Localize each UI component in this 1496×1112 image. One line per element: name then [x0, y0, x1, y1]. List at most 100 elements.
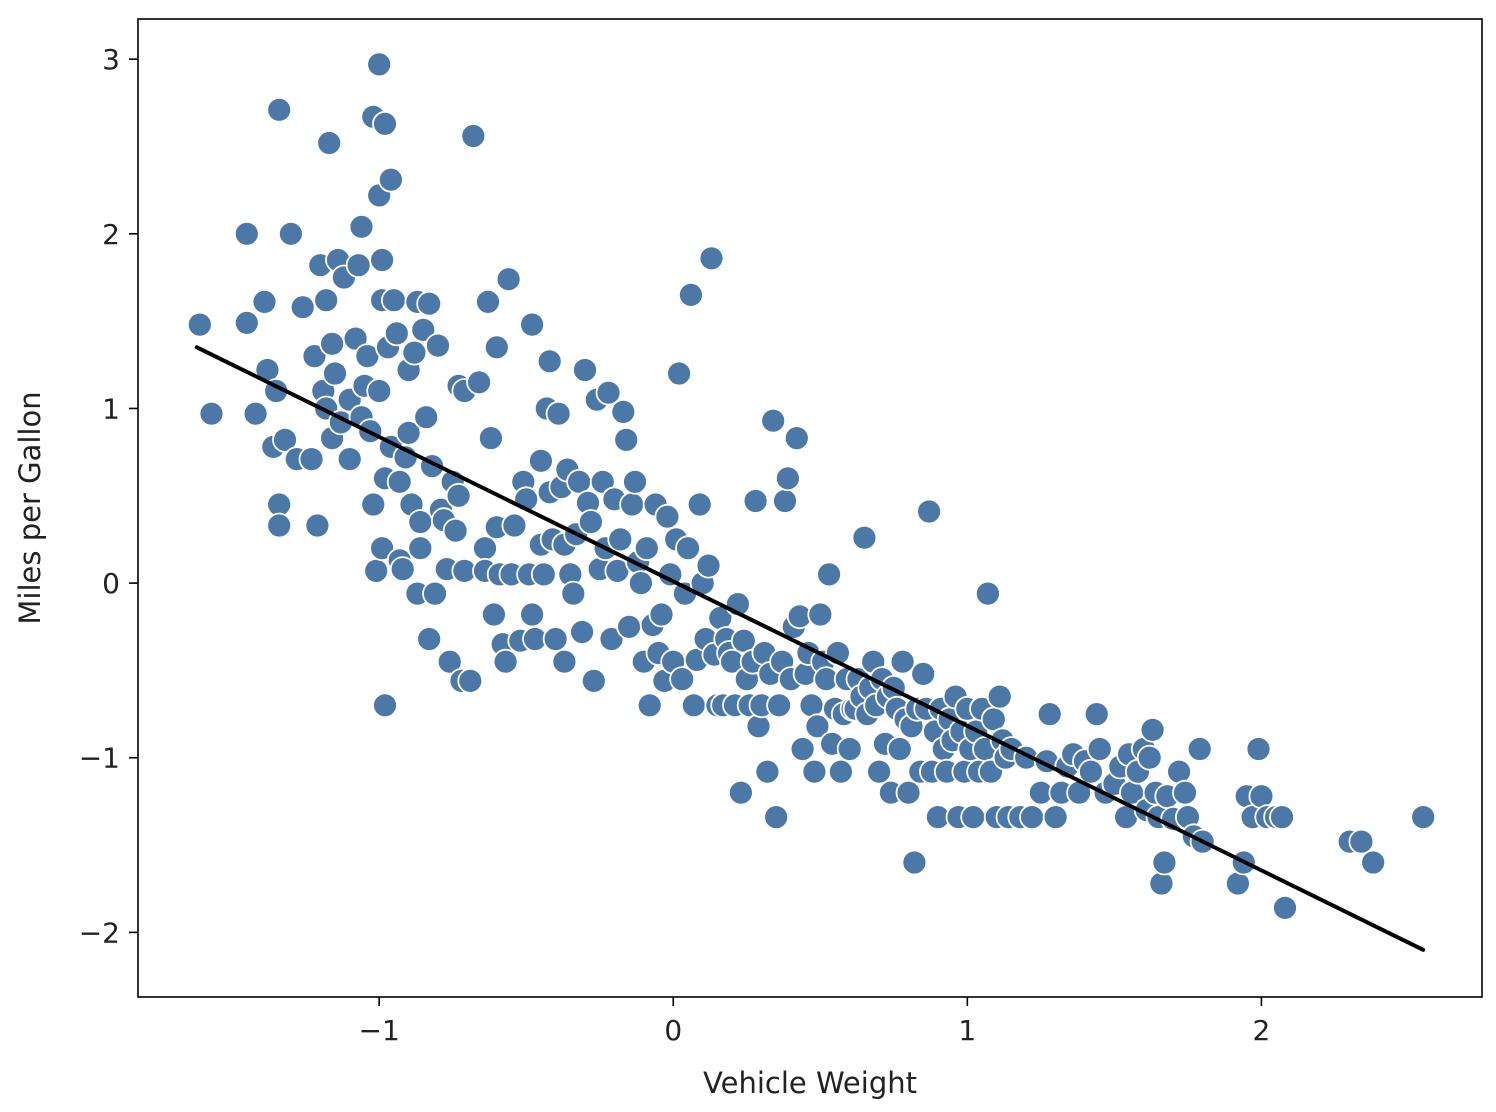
y-tick-label: −2 [79, 916, 120, 949]
data-point [1245, 736, 1272, 762]
data-point [1348, 828, 1375, 855]
y-axis: −2 −1 0 1 2 3 [79, 43, 138, 949]
data-point [610, 398, 637, 425]
data-point [477, 425, 504, 452]
data-point [910, 661, 937, 687]
data-point [1186, 736, 1213, 762]
data-point [745, 713, 772, 740]
data-point [1151, 849, 1178, 876]
data-point [301, 343, 328, 370]
data-point [551, 648, 578, 675]
data-point [807, 601, 834, 628]
data-point [272, 426, 298, 453]
y-tick-label: −1 [79, 742, 120, 775]
data-point [407, 535, 434, 562]
data-point [186, 311, 213, 338]
data-point [304, 512, 331, 539]
data-point [369, 247, 396, 273]
data-point [616, 613, 642, 640]
data-point [772, 488, 798, 514]
data-point [495, 266, 522, 293]
data-point [1172, 779, 1198, 806]
data-point [380, 287, 407, 314]
data-point [501, 512, 528, 539]
data-point [492, 648, 519, 675]
data-point [783, 425, 810, 452]
data-point [654, 503, 681, 530]
data-point [622, 468, 648, 495]
data-point [457, 668, 484, 694]
data-point [377, 166, 404, 193]
data-point [545, 400, 572, 427]
data-point [595, 379, 622, 406]
data-point [619, 491, 645, 518]
y-tick-label: 3 [102, 43, 120, 76]
data-point [401, 339, 428, 366]
data-point [483, 334, 510, 361]
data-point [1036, 701, 1063, 727]
data-point [866, 758, 892, 785]
data-point [528, 447, 554, 474]
plot-frame [137, 18, 1483, 998]
data-point [242, 400, 269, 427]
data-point [313, 287, 340, 314]
data-point [386, 468, 413, 495]
data-point [742, 488, 769, 514]
data-point [389, 556, 416, 582]
data-point [348, 213, 375, 240]
data-point [633, 535, 660, 562]
data-point [436, 648, 463, 675]
data-point [425, 332, 451, 359]
data-point [277, 220, 304, 247]
data-point [198, 400, 225, 427]
data-point [322, 360, 348, 387]
data-point [1019, 804, 1045, 830]
data-point [416, 290, 443, 317]
data-point [413, 404, 440, 431]
data-point [828, 758, 854, 785]
data-point [1139, 716, 1166, 743]
data-point [251, 288, 278, 315]
data-point [636, 692, 663, 719]
data-point [542, 626, 569, 652]
data-point [383, 320, 410, 347]
data-point [1272, 895, 1298, 921]
data-point [895, 779, 922, 806]
data-point [598, 626, 625, 652]
data-point [410, 316, 437, 343]
data-point [960, 804, 987, 830]
data-point [889, 648, 916, 675]
data-point [442, 517, 469, 544]
data-point [816, 561, 842, 588]
data-point [628, 570, 654, 596]
data-point [901, 849, 928, 876]
data-point [372, 110, 398, 137]
data-point [607, 526, 634, 553]
data-point [1083, 701, 1110, 727]
data-point [1078, 758, 1104, 785]
data-point [422, 580, 448, 607]
data-point [836, 736, 863, 762]
x-axis-label: Vehicle Weight [703, 1066, 917, 1100]
x-tick-label: 1 [958, 1014, 976, 1047]
data-point [519, 311, 545, 338]
data-point [648, 601, 675, 628]
data-point [416, 626, 443, 652]
regression-line [194, 345, 1426, 952]
data-point [680, 692, 707, 719]
data-point [669, 666, 695, 692]
data-point [1269, 804, 1295, 830]
data-point [678, 281, 704, 308]
data-point [366, 51, 393, 78]
plot-area [138, 19, 1482, 997]
y-axis-label: Miles per Gallon [13, 391, 47, 624]
data-point [233, 220, 260, 247]
data-point [460, 123, 487, 149]
y-tick-label: 0 [102, 567, 120, 600]
data-point [466, 369, 493, 396]
data-point [886, 736, 913, 762]
y-tick-label: 2 [102, 218, 120, 251]
data-point [666, 360, 692, 387]
data-point [986, 683, 1013, 710]
